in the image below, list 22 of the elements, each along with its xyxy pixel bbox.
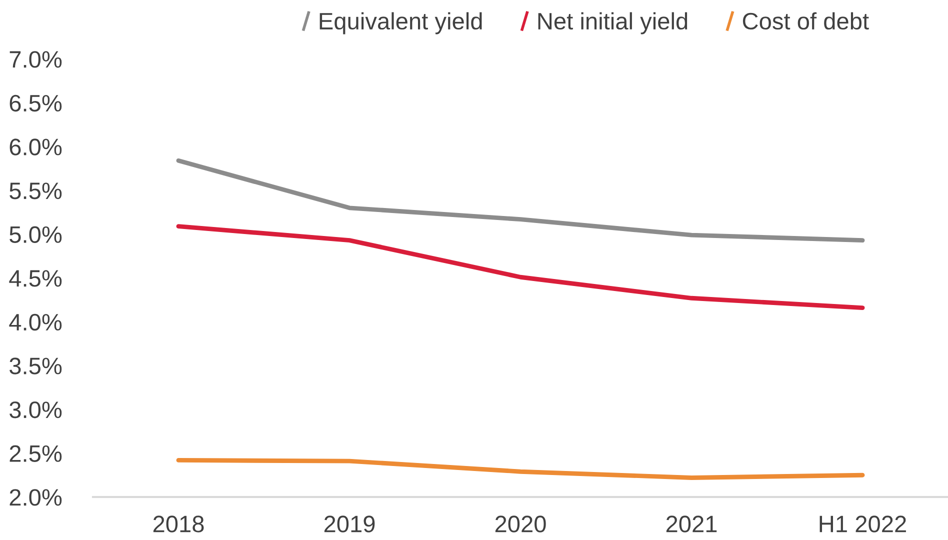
y-tick-label: 6.0% — [10, 138, 62, 156]
x-tick-label: 2019 — [324, 516, 375, 532]
x-tick-label: 2021 — [666, 516, 717, 532]
y-tick-label: 3.0% — [10, 401, 62, 418]
legend-label: Cost of debt — [742, 12, 869, 30]
legend-label: Net initial yield — [538, 12, 688, 34]
line-series — [176, 224, 865, 310]
y-tick-label: 5.0% — [10, 226, 62, 243]
y-tick-label: 6.5% — [10, 94, 62, 112]
y-tick-label: 2.0% — [10, 489, 62, 506]
y-tick-label: 4.0% — [9, 314, 62, 331]
x-tick-label: 2018 — [153, 516, 204, 532]
y-tick-label: 2.5% — [10, 445, 62, 462]
x-tick-label: H1 2022 — [820, 516, 906, 532]
y-tick-label: 5.5% — [10, 182, 62, 200]
y-tick-label: 3.5% — [10, 358, 62, 374]
line-series — [176, 458, 865, 480]
y-tick-label: 4.5% — [9, 270, 62, 287]
legend-label: Equivalent yield — [320, 12, 482, 34]
y-tick-label: 7.0% — [10, 51, 62, 68]
x-tick-label: 2020 — [495, 516, 546, 532]
line-series — [176, 158, 865, 243]
